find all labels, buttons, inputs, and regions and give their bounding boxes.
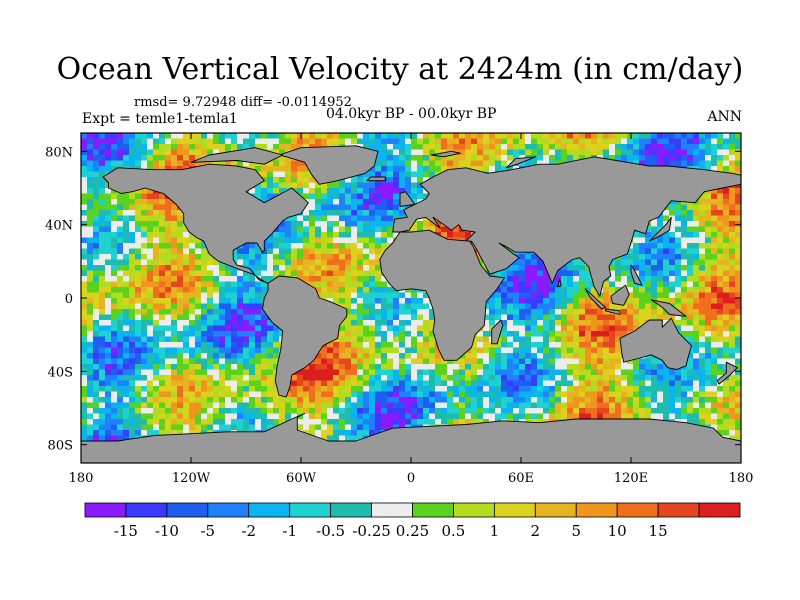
colorbar-swatch xyxy=(289,502,332,518)
colorbar-swatch xyxy=(207,502,250,518)
lon-tick-label: 180 xyxy=(729,471,754,486)
colorbar-label: 15 xyxy=(649,522,668,540)
landmass xyxy=(366,176,386,182)
land-masses xyxy=(81,145,741,463)
colorbar-label: 1 xyxy=(490,522,500,540)
colorbar-swatch xyxy=(493,502,536,518)
lon-tick-label: 120W xyxy=(172,471,211,486)
lon-tick-label: 60W xyxy=(286,471,317,486)
landmass xyxy=(610,284,630,306)
landmass xyxy=(505,156,537,169)
landmass xyxy=(379,229,505,361)
lon-tick-label: 120E xyxy=(614,471,648,486)
time-period-label: 04.0kyr BP - 00.0kyr BP xyxy=(326,106,497,122)
landmass xyxy=(716,361,738,385)
landmass xyxy=(648,216,672,242)
landmass xyxy=(650,299,687,317)
landmass xyxy=(604,308,621,315)
lon-tick-label: 180 xyxy=(69,471,94,486)
landmass xyxy=(619,317,692,370)
colorbar-label: -0.5 xyxy=(316,522,345,540)
figure-title: Ocean Vertical Velocity at 2424m (in cm/… xyxy=(56,52,744,87)
colorbar-swatch xyxy=(84,502,127,518)
colorbar-swatch xyxy=(534,502,577,518)
landmass xyxy=(630,264,643,286)
colorbar-label: -5 xyxy=(200,522,215,540)
rmsd-diff-stats: rmsd= 9.72948 diff= -0.0114952 xyxy=(134,95,352,110)
landmass xyxy=(392,156,741,297)
colorbar-label: -15 xyxy=(114,522,138,540)
landmass xyxy=(278,145,379,185)
colorbar-swatch xyxy=(616,502,659,518)
landmass xyxy=(430,150,461,158)
colorbar-swatch xyxy=(166,502,209,518)
colorbar-label: 2 xyxy=(531,522,541,540)
colorbar-label: 0.25 xyxy=(396,522,429,540)
colorbar-label: -2 xyxy=(241,522,256,540)
longitude-axis: 180 120W 60W 0 60E 120E 180 xyxy=(69,133,754,486)
landmass xyxy=(262,275,348,398)
lat-tick-label: 80S xyxy=(48,439,73,454)
landmass xyxy=(190,147,284,165)
experiment-label: Expt = temle1-temla1 xyxy=(82,111,238,127)
colorbar-swatch xyxy=(698,502,741,518)
colorbar-swatch xyxy=(657,502,700,518)
landmass xyxy=(491,319,504,345)
colorbar: -15 -10 -5 -2 -1 -0.5 -0.25 0.25 0.5 1 2 5 10 15 xyxy=(84,502,741,540)
landmass xyxy=(102,163,309,284)
season-label: ANN xyxy=(707,109,742,125)
lat-tick-label: 40S xyxy=(48,365,73,380)
colorbar-label: 10 xyxy=(608,522,627,540)
latitude-axis: 80N 40N 0 40S 80S xyxy=(45,145,741,454)
lat-tick-label: 80N xyxy=(45,145,73,160)
colorbar-swatch xyxy=(371,502,413,518)
colorbar-swatch xyxy=(330,502,372,518)
colorbar-label: -0.25 xyxy=(352,522,390,540)
colorbar-swatch xyxy=(248,502,291,518)
landmass xyxy=(557,279,562,288)
lat-tick-label: 40N xyxy=(45,219,73,234)
lon-tick-label: 0 xyxy=(407,471,415,486)
colorbar-swatch xyxy=(453,502,495,518)
colorbar-label: -10 xyxy=(155,522,179,540)
landmass xyxy=(584,288,606,310)
lon-tick-label: 60E xyxy=(508,471,534,486)
colorbar-label: 5 xyxy=(572,522,582,540)
colorbar-swatch xyxy=(125,502,168,518)
colorbar-swatch xyxy=(412,502,454,518)
landmass xyxy=(399,191,416,207)
colorbar-label: -1 xyxy=(282,522,297,540)
lat-tick-label: 0 xyxy=(65,292,73,307)
colorbar-swatch xyxy=(575,502,618,518)
landmass xyxy=(81,413,741,463)
colorbar-label: 0.5 xyxy=(441,522,465,540)
